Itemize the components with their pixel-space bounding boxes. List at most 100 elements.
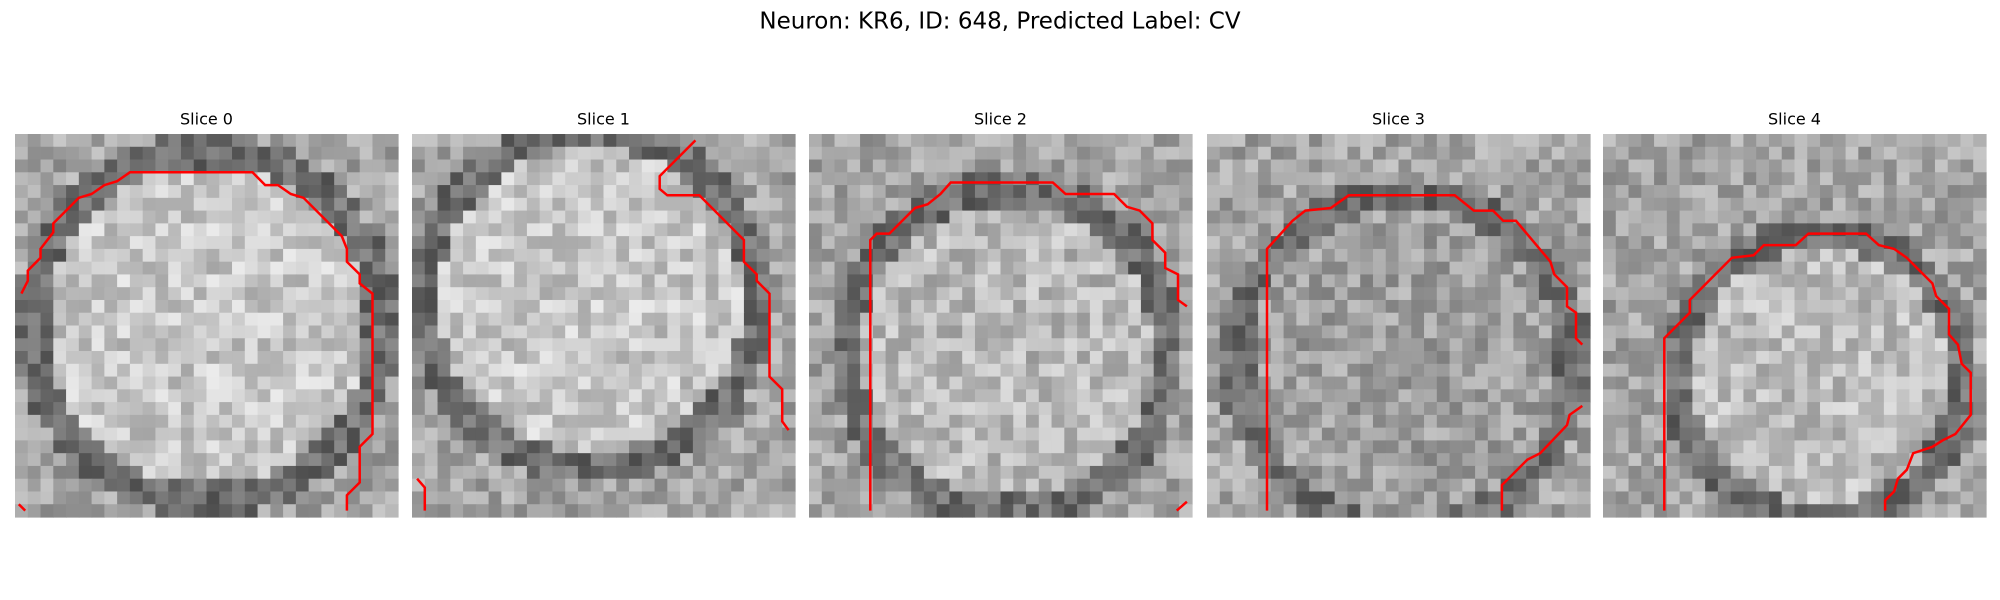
pixel — [219, 261, 233, 276]
pixel — [104, 236, 118, 250]
pixel — [898, 402, 912, 416]
pixel — [962, 261, 976, 276]
pixel — [1475, 389, 1489, 403]
pixel — [923, 299, 938, 314]
pixel — [321, 236, 335, 250]
pixel — [1038, 197, 1053, 212]
pixel — [1871, 427, 1885, 441]
pixel — [782, 402, 796, 416]
pixel — [346, 134, 361, 148]
pixel — [1436, 402, 1451, 416]
pixel — [1309, 312, 1323, 327]
pixel — [1462, 478, 1476, 493]
pixel — [898, 453, 912, 467]
pixel — [616, 261, 630, 276]
pixel — [590, 504, 605, 518]
pixel — [1487, 325, 1502, 339]
pixel — [66, 159, 80, 173]
pixel — [1475, 146, 1489, 161]
pixel — [809, 312, 823, 327]
pixel — [1270, 351, 1285, 365]
pixel — [321, 261, 335, 276]
pixel — [1820, 351, 1834, 365]
pixel — [1038, 389, 1053, 403]
pixel — [1807, 414, 1821, 429]
pixel — [629, 210, 643, 224]
pixel — [308, 465, 322, 480]
pixel — [1128, 223, 1142, 237]
pixel — [385, 185, 399, 199]
pixel — [1487, 491, 1502, 505]
pixel — [1385, 172, 1400, 186]
pixel — [718, 504, 732, 518]
pixel — [193, 146, 208, 161]
pixel — [232, 197, 246, 212]
pixel — [1385, 134, 1400, 148]
pixel — [283, 414, 297, 429]
pixel — [193, 134, 208, 148]
pixel — [308, 478, 322, 493]
pixel — [295, 172, 310, 186]
pixel — [731, 210, 745, 224]
pixel — [1051, 274, 1065, 288]
pixel — [847, 210, 861, 224]
pixel — [756, 236, 771, 250]
pixel — [283, 491, 297, 505]
pixel — [424, 172, 439, 186]
pixel — [1475, 453, 1489, 467]
pixel — [450, 363, 464, 378]
pixel — [15, 185, 29, 199]
pixel — [15, 351, 29, 365]
pixel — [1398, 504, 1412, 518]
pixel — [680, 453, 694, 467]
pixel — [308, 159, 322, 173]
pixel — [1845, 134, 1859, 148]
pixel — [1128, 338, 1142, 352]
pixel — [1603, 197, 1617, 212]
pixel — [1603, 185, 1617, 199]
pixel — [15, 172, 29, 186]
pixel — [346, 210, 361, 224]
pixel — [821, 414, 836, 429]
pixel — [1487, 312, 1502, 327]
pixel — [1038, 338, 1053, 352]
pixel — [1166, 453, 1180, 467]
pixel — [1871, 440, 1885, 454]
pixel — [1551, 504, 1566, 518]
pixel — [1321, 134, 1336, 148]
pixel — [412, 312, 426, 327]
pixel — [1296, 389, 1310, 403]
pixel — [1360, 325, 1374, 339]
pixel — [1756, 172, 1770, 186]
pixel — [872, 427, 887, 441]
pixel — [372, 197, 386, 212]
pixel — [1551, 312, 1566, 327]
pixel — [1947, 146, 1962, 161]
pixel — [142, 159, 157, 173]
pixel — [1615, 363, 1630, 378]
pixel — [962, 287, 976, 301]
pixel — [552, 134, 566, 148]
pixel — [1166, 197, 1180, 212]
pixel — [962, 389, 976, 403]
pixel — [1321, 453, 1336, 467]
pixel — [847, 159, 861, 173]
pixel — [1140, 363, 1155, 378]
pixel — [1026, 389, 1040, 403]
pixel — [1475, 491, 1489, 505]
pixel — [1628, 248, 1642, 263]
pixel — [193, 338, 208, 352]
pixel — [1207, 274, 1221, 288]
pixel — [1883, 274, 1898, 288]
pixel — [1013, 465, 1027, 480]
pixel — [321, 172, 335, 186]
pixel — [219, 504, 233, 518]
pixel — [1858, 376, 1872, 390]
pixel — [1424, 325, 1438, 339]
pixel — [412, 172, 426, 186]
pixel — [1883, 389, 1898, 403]
pixel — [321, 414, 335, 429]
pixel — [718, 146, 732, 161]
pixel — [834, 338, 848, 352]
pixel — [27, 363, 42, 378]
